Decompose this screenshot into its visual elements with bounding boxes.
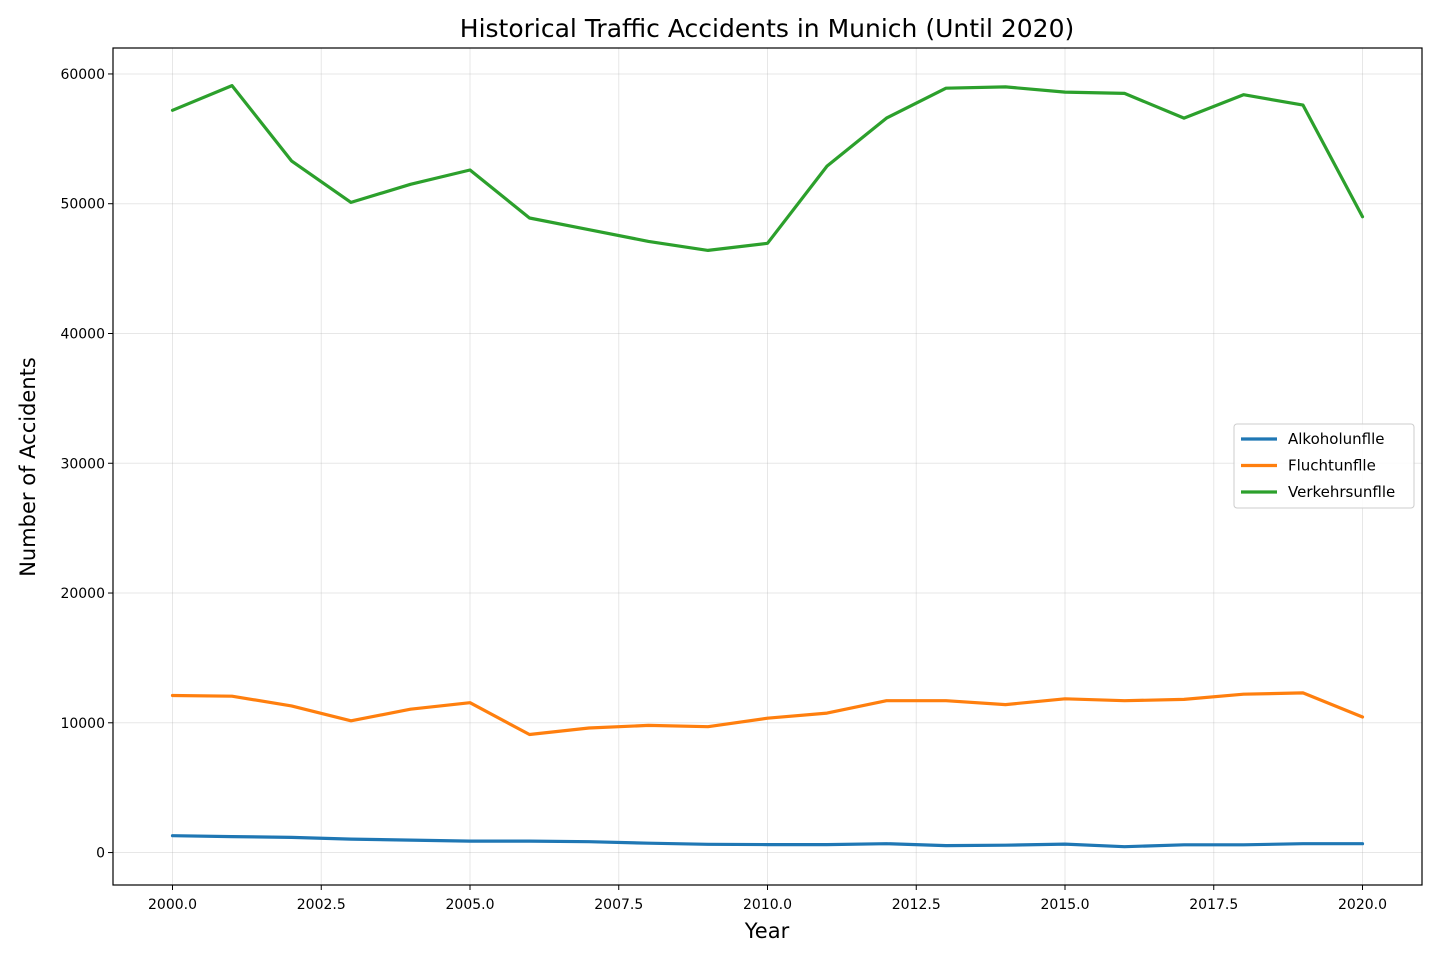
x-tick-label: 2002.5 [297, 897, 346, 913]
legend: Alkoholunflle Fluchtunflle Verkehrsunflle [1233, 423, 1415, 509]
series-lines [170, 83, 1365, 849]
series-line-alkoholunflle [170, 834, 1365, 849]
y-tick-label: 30000 [60, 456, 105, 472]
x-tick-label: 2017.5 [1189, 897, 1238, 913]
x-tick-label: 2015.0 [1041, 897, 1090, 913]
grid [113, 48, 1422, 885]
legend-label: Alkoholunflle [1288, 430, 1384, 448]
y-tick-label: 20000 [60, 586, 105, 602]
axis-ticks: 2000.0 2002.5 2005.0 2007.5 2010.0 2012.5 2015… [60, 67, 1387, 913]
y-tick-label: 0 [96, 846, 105, 862]
x-tick-label: 2005.0 [446, 897, 495, 913]
series-line-fluchtunflle [170, 691, 1365, 737]
legend-label: Verkehrsunflle [1288, 483, 1395, 501]
x-tick-label: 2000.0 [148, 897, 197, 913]
legend-box [1233, 423, 1415, 509]
y-tick-label: 50000 [60, 197, 105, 213]
x-tick-label: 2010.0 [743, 897, 792, 913]
legend-label: Fluchtunflle [1288, 457, 1376, 475]
y-tick-label: 60000 [60, 67, 105, 83]
y-tick-label: 40000 [60, 326, 105, 342]
chart-title: Historical Traffic Accidents in Munich (… [460, 14, 1074, 43]
y-axis-label: Number of Accidents [16, 357, 40, 577]
y-tick-label: 10000 [60, 716, 105, 732]
x-tick-label: 2020.0 [1338, 897, 1387, 913]
x-tick-label: 2007.5 [594, 897, 643, 913]
x-tick-label: 2012.5 [892, 897, 941, 913]
x-axis-label: Year [744, 919, 790, 943]
series-line-verkehrsunflle [170, 83, 1365, 252]
